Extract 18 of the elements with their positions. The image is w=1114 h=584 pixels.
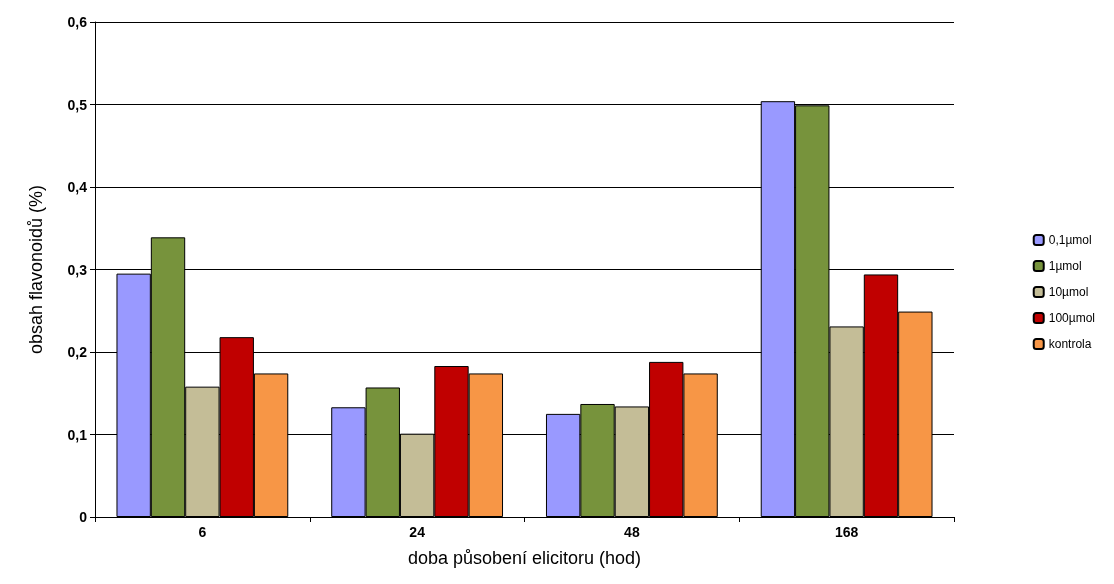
x-tick-label: 168 (834, 524, 859, 540)
legend-label: 0,1µmol (1048, 233, 1092, 247)
x-tick-label: 24 (409, 524, 426, 540)
x-tick-label: 6 (198, 524, 207, 540)
y-tick-label: 0,2 (67, 344, 88, 360)
y-tick-label: 0 (79, 509, 88, 525)
x-axis-title: doba působení elicitoru (hod) (407, 548, 642, 568)
legend-label: 1µmol (1048, 259, 1082, 273)
y-axis-title: obsah flavonoidů (%) (26, 184, 46, 355)
y-tick-label: 0,1 (67, 426, 88, 443)
legend-label: 10µmol (1048, 285, 1089, 299)
y-tick-label: 0,4 (67, 179, 88, 195)
x-tick-label: 48 (624, 524, 640, 540)
legend-label: 100µmol (1048, 311, 1096, 325)
y-tick-label: 0,6 (67, 14, 88, 30)
y-tick-label: 0,5 (67, 96, 88, 113)
y-tick-label: 0,3 (67, 261, 88, 278)
legend-label: kontrola (1048, 337, 1092, 351)
